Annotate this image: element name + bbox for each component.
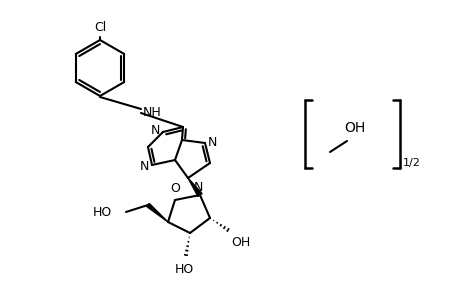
Text: N: N	[140, 160, 149, 172]
Text: N: N	[207, 136, 217, 148]
Text: O: O	[170, 182, 179, 195]
Text: OH: OH	[344, 121, 365, 135]
Text: OH: OH	[230, 236, 250, 249]
Text: HO: HO	[174, 263, 193, 276]
Text: N: N	[150, 124, 160, 137]
Polygon shape	[188, 178, 202, 196]
Text: 1/2: 1/2	[402, 158, 420, 168]
Text: Cl: Cl	[94, 21, 106, 34]
Text: N: N	[194, 181, 203, 194]
Polygon shape	[146, 203, 168, 222]
Text: NH: NH	[143, 106, 162, 119]
Text: HO: HO	[93, 206, 112, 218]
